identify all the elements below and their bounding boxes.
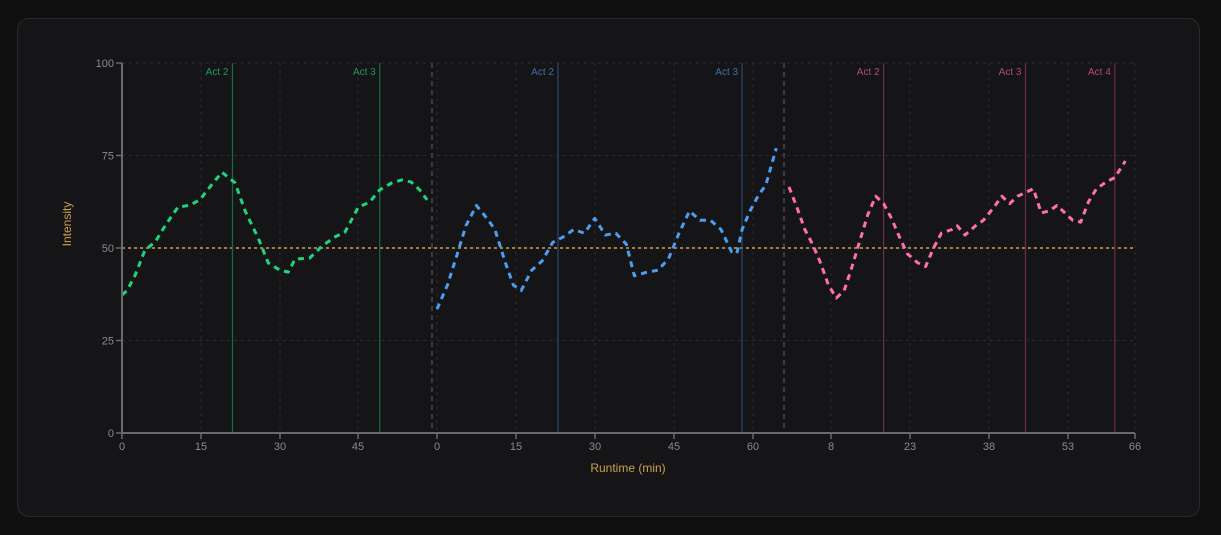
x-axis-title: Runtime (min) xyxy=(590,461,665,475)
x-tick-label: 60 xyxy=(747,441,759,453)
x-tick-label: 15 xyxy=(195,441,207,453)
act-label: Act 2 xyxy=(857,67,880,78)
act-label: Act 3 xyxy=(999,67,1022,78)
y-tick-label: 75 xyxy=(102,151,114,163)
act-label: Act 4 xyxy=(1088,67,1111,78)
act-label: Act 2 xyxy=(531,67,554,78)
y-axis-title: Intensity xyxy=(60,202,74,247)
y-tick-label: 25 xyxy=(102,336,114,348)
x-tick-label: 30 xyxy=(589,441,601,453)
x-tick-label: 0 xyxy=(119,441,125,453)
series-line-1[interactable] xyxy=(120,170,429,297)
x-tick-label: 38 xyxy=(983,441,995,453)
x-tick-label: 66 xyxy=(1129,441,1141,453)
series-line-3[interactable] xyxy=(787,160,1127,300)
x-tick-label: 8 xyxy=(828,441,834,453)
act-label: Act 3 xyxy=(353,67,376,78)
x-tick-label: 15 xyxy=(510,441,522,453)
x-tick-label: 30 xyxy=(274,441,286,453)
act-label: Act 2 xyxy=(206,67,229,78)
x-tick-label: 45 xyxy=(668,441,680,453)
x-tick-label: 0 xyxy=(434,441,440,453)
y-tick-label: 0 xyxy=(108,428,114,440)
x-tick-label: 45 xyxy=(352,441,364,453)
y-tick-label: 50 xyxy=(102,243,114,255)
series-line-2[interactable] xyxy=(435,147,778,310)
act-label: Act 3 xyxy=(715,67,738,78)
x-tick-label: 23 xyxy=(904,441,916,453)
y-tick-label: 100 xyxy=(96,58,114,70)
x-tick-label: 53 xyxy=(1062,441,1074,453)
